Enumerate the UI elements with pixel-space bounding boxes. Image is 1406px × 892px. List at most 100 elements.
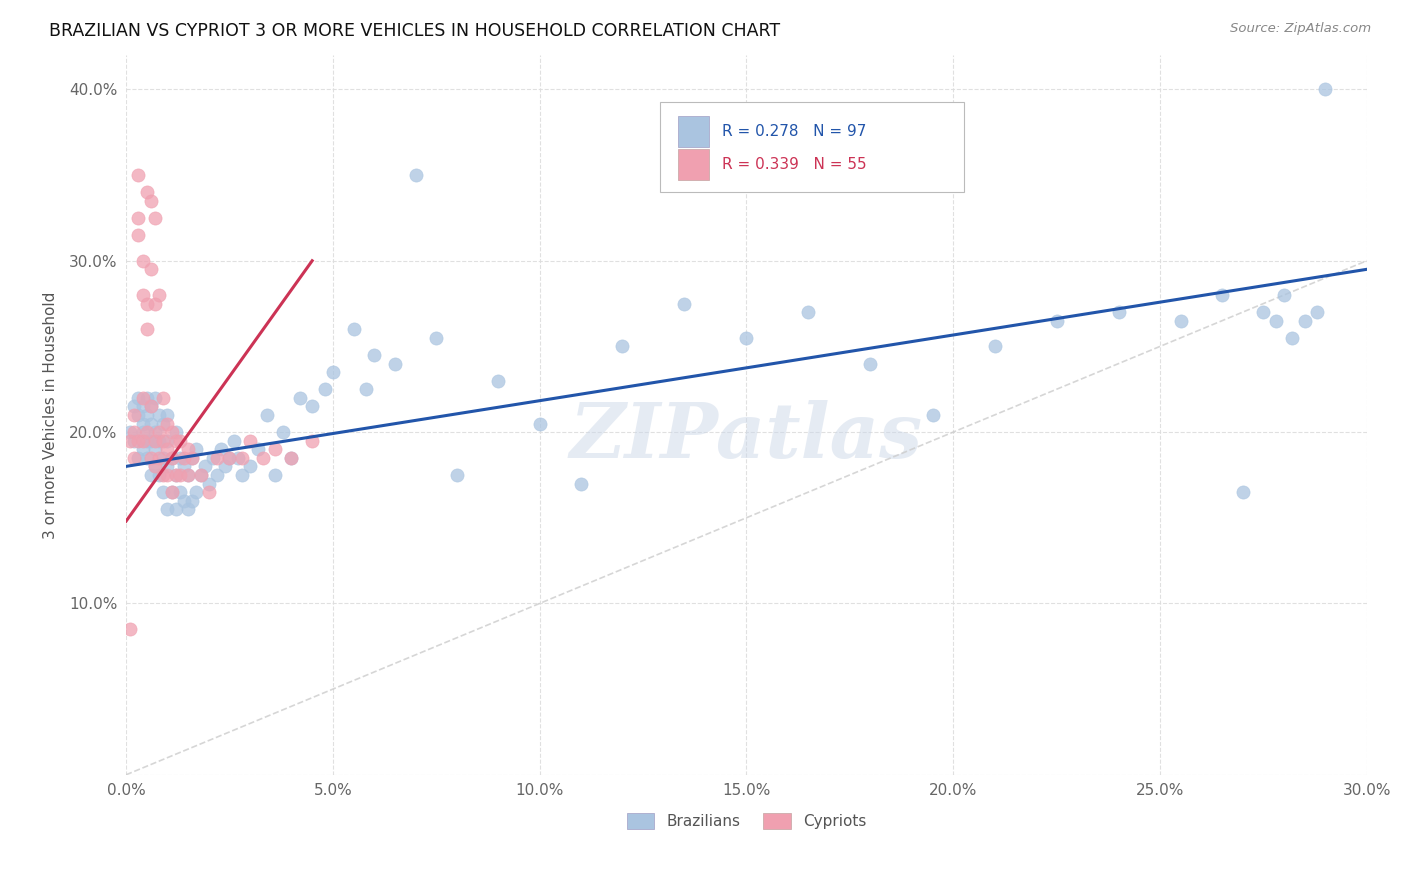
Point <box>222 434 245 448</box>
Point <box>190 467 212 482</box>
Point <box>152 485 174 500</box>
Point <box>280 450 302 465</box>
Point <box>264 442 287 457</box>
Point <box>135 408 157 422</box>
Point <box>156 502 179 516</box>
Point <box>301 400 323 414</box>
Point <box>1045 314 1067 328</box>
Point <box>139 400 162 414</box>
Point <box>160 425 183 439</box>
Point <box>797 305 820 319</box>
Point <box>735 331 758 345</box>
Point <box>160 450 183 465</box>
Point <box>148 425 170 439</box>
Point <box>1306 305 1329 319</box>
Point <box>569 476 592 491</box>
Point <box>201 450 224 465</box>
FancyBboxPatch shape <box>678 116 709 146</box>
Point <box>131 391 153 405</box>
Point <box>1232 485 1254 500</box>
Point <box>160 485 183 500</box>
Point <box>181 493 204 508</box>
Point <box>181 450 204 465</box>
Point <box>127 168 149 182</box>
Point <box>124 434 146 448</box>
Point <box>239 434 262 448</box>
Point <box>143 442 166 457</box>
Point <box>288 391 311 405</box>
Point <box>131 417 153 431</box>
Point <box>165 425 187 439</box>
Point <box>143 459 166 474</box>
Point <box>131 425 153 439</box>
Point <box>169 467 191 482</box>
Point <box>139 467 162 482</box>
Point <box>194 459 217 474</box>
Point <box>143 211 166 225</box>
Point <box>1170 314 1192 328</box>
Point <box>177 502 200 516</box>
Point <box>1264 314 1286 328</box>
Point <box>127 391 149 405</box>
Point <box>165 502 187 516</box>
Point <box>165 467 187 482</box>
Point <box>143 391 166 405</box>
Point <box>135 434 157 448</box>
Point <box>1281 331 1303 345</box>
Point <box>446 467 468 482</box>
Point <box>231 450 253 465</box>
Point <box>384 357 406 371</box>
Y-axis label: 3 or more Vehicles in Household: 3 or more Vehicles in Household <box>44 292 58 539</box>
Point <box>127 450 149 465</box>
Point <box>135 296 157 310</box>
Point <box>280 450 302 465</box>
Point <box>218 450 240 465</box>
Point <box>177 442 200 457</box>
Text: R = 0.339   N = 55: R = 0.339 N = 55 <box>721 157 866 172</box>
Point <box>160 485 183 500</box>
Point <box>177 467 200 482</box>
Point <box>124 408 146 422</box>
Point <box>143 434 166 448</box>
Point <box>405 168 427 182</box>
Point <box>156 442 179 457</box>
Point <box>169 434 191 448</box>
Point <box>127 211 149 225</box>
Point <box>173 459 195 474</box>
Point <box>1253 305 1275 319</box>
Point <box>612 339 634 353</box>
Point <box>124 400 146 414</box>
Text: BRAZILIAN VS CYPRIOT 3 OR MORE VEHICLES IN HOUSEHOLD CORRELATION CHART: BRAZILIAN VS CYPRIOT 3 OR MORE VEHICLES … <box>49 22 780 40</box>
Point <box>342 322 364 336</box>
Point <box>256 408 278 422</box>
Point <box>173 493 195 508</box>
Point <box>239 459 262 474</box>
Point <box>1108 305 1130 319</box>
Point <box>135 450 157 465</box>
Point <box>1211 288 1233 302</box>
Point <box>921 408 943 422</box>
Point <box>127 408 149 422</box>
Point <box>354 382 377 396</box>
Point <box>247 442 270 457</box>
Point <box>139 417 162 431</box>
Point <box>177 467 200 482</box>
Point <box>673 296 696 310</box>
Point <box>131 253 153 268</box>
Point <box>143 459 166 474</box>
Point <box>152 450 174 465</box>
Point <box>152 417 174 431</box>
Point <box>186 442 208 457</box>
Point <box>205 450 228 465</box>
Point <box>190 467 212 482</box>
Point <box>264 467 287 482</box>
Text: R = 0.278   N = 97: R = 0.278 N = 97 <box>721 124 866 139</box>
Point <box>209 442 232 457</box>
Text: Source: ZipAtlas.com: Source: ZipAtlas.com <box>1230 22 1371 36</box>
Point <box>131 442 153 457</box>
Point <box>139 262 162 277</box>
Point <box>152 434 174 448</box>
Point <box>135 185 157 199</box>
Point <box>152 467 174 482</box>
Point <box>218 450 240 465</box>
